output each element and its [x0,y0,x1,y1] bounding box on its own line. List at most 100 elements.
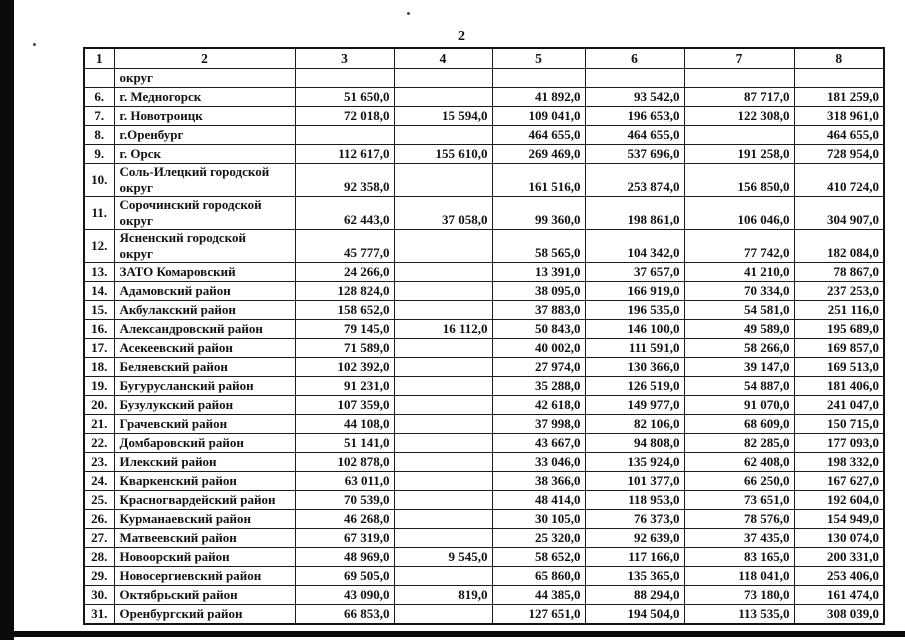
value-cell: 76 373,0 [584,509,685,529]
value-cell: 72 018,0 [294,106,395,126]
table-row: 7. г. Новотроицк 72 018,0 15 594,0 109 041,0… [83,106,885,126]
value-cell: 181 406,0 [793,376,885,396]
row-number-cell: 15. [83,300,115,320]
value-cell: 82 106,0 [584,414,685,434]
page-number: 2 [458,29,465,44]
table-body: округ 6. г. Медногорск 51 650,0 41 892,0 93 5… [83,68,885,625]
table-row: 9. г. Орск 112 617,0 155 610,0 269 469,0 537 … [83,144,885,164]
value-cell: 78 576,0 [683,509,795,529]
column-header: 4 [393,47,493,69]
value-cell: 130 366,0 [584,357,685,377]
value-cell: 253 406,0 [793,566,885,586]
value-cell: 91 231,0 [294,376,395,396]
row-number-cell: 18. [83,357,115,377]
territory-name-cell: Грачевский район [113,414,296,434]
territory-name-cell: ЗАТО Комаровский [113,262,296,282]
value-cell: 73 180,0 [683,585,795,605]
row-number-cell: 9. [83,144,115,164]
value-cell [393,262,493,282]
value-cell: 167 627,0 [793,471,885,491]
row-number-cell: 14. [83,281,115,301]
row-number-cell: 11. [83,196,115,230]
value-cell: 169 857,0 [793,338,885,358]
value-cell: 48 969,0 [294,547,395,567]
value-cell: 58 565,0 [491,229,586,263]
value-cell [393,357,493,377]
value-cell: 78 867,0 [793,262,885,282]
row-number-cell: 24. [83,471,115,491]
table-row: 18. Беляевский район 102 392,0 27 974,0 130 … [83,357,885,377]
value-cell: 51 650,0 [294,87,395,107]
territory-name-cell: Александровский район [113,319,296,339]
scan-artifact-bottom-bar [12,631,905,637]
value-cell [294,68,395,88]
value-cell: 50 843,0 [491,319,586,339]
value-cell: 318 961,0 [793,106,885,126]
territory-name-cell: Адамовский район [113,281,296,301]
value-cell [683,125,795,145]
value-cell [393,395,493,415]
table-row: 8. г.Оренбург 464 655,0 464 655,0 464 655,0 [83,125,885,145]
value-cell [393,414,493,434]
value-cell: 104 342,0 [584,229,685,263]
table-row: 17. Асекеевский район 71 589,0 40 002,0 111 … [83,338,885,358]
value-cell: 92 358,0 [294,163,395,197]
value-cell: 192 604,0 [793,490,885,510]
scan-speck [33,43,36,46]
value-cell: 58 652,0 [491,547,586,567]
row-number-cell: 16. [83,319,115,339]
territory-name-cell: Новосергиевский район [113,566,296,586]
value-cell: 537 696,0 [584,144,685,164]
value-cell: 241 047,0 [793,395,885,415]
table-row: 14. Адамовский район 128 824,0 38 095,0 166 … [83,281,885,301]
value-cell: 24 266,0 [294,262,395,282]
table-row: 16. Александровский район 79 145,0 16 112,0… [83,319,885,339]
value-cell: 54 887,0 [683,376,795,396]
territory-name-cell: Матвеевский район [113,528,296,548]
territory-name-cell: Новоорский район [113,547,296,567]
value-cell: 43 667,0 [491,433,586,453]
value-cell: 253 874,0 [584,163,685,197]
row-number-cell: 21. [83,414,115,434]
value-cell: 62 443,0 [294,196,395,230]
value-cell: 68 609,0 [683,414,795,434]
table-row: 22. Домбаровский район 51 141,0 43 667,0 94 … [83,433,885,453]
territory-name-cell: г. Орск [113,144,296,164]
scan-speck [407,12,410,15]
value-cell: 161 516,0 [491,163,586,197]
value-cell: 251 116,0 [793,300,885,320]
value-cell: 91 070,0 [683,395,795,415]
value-cell: 51 141,0 [294,433,395,453]
value-cell: 410 724,0 [793,163,885,197]
value-cell [393,376,493,396]
table-row: 15. Акбулакский район 158 652,0 37 883,0 196… [83,300,885,320]
value-cell [393,433,493,453]
value-cell [393,163,493,197]
value-cell: 196 535,0 [584,300,685,320]
value-cell: 66 250,0 [683,471,795,491]
value-cell: 113 535,0 [683,604,795,625]
table-row: 12. Ясненский городской округ 45 777,0 58 5… [83,229,885,263]
value-cell: 33 046,0 [491,452,586,472]
value-cell: 111 591,0 [584,338,685,358]
value-cell: 15 594,0 [393,106,493,126]
value-cell: 196 653,0 [584,106,685,126]
value-cell: 308 039,0 [793,604,885,625]
table-row: 28. Новоорский район 48 969,0 9 545,0 58 652… [83,547,885,567]
value-cell: 35 288,0 [491,376,586,396]
value-cell [393,604,493,625]
table-row: 10. Соль-Илецкий городской округ 92 358,0 1… [83,163,885,197]
value-cell: 54 581,0 [683,300,795,320]
value-cell [393,87,493,107]
row-number-cell: 13. [83,262,115,282]
value-cell: 158 652,0 [294,300,395,320]
row-number-cell: 28. [83,547,115,567]
value-cell: 194 504,0 [584,604,685,625]
value-cell [393,300,493,320]
value-cell: 106 046,0 [683,196,795,230]
value-cell: 728 954,0 [793,144,885,164]
table-row: 31. Оренбургский район 66 853,0 127 651,0 19… [83,604,885,625]
value-cell: 83 165,0 [683,547,795,567]
value-cell [491,68,586,88]
value-cell: 156 850,0 [683,163,795,197]
